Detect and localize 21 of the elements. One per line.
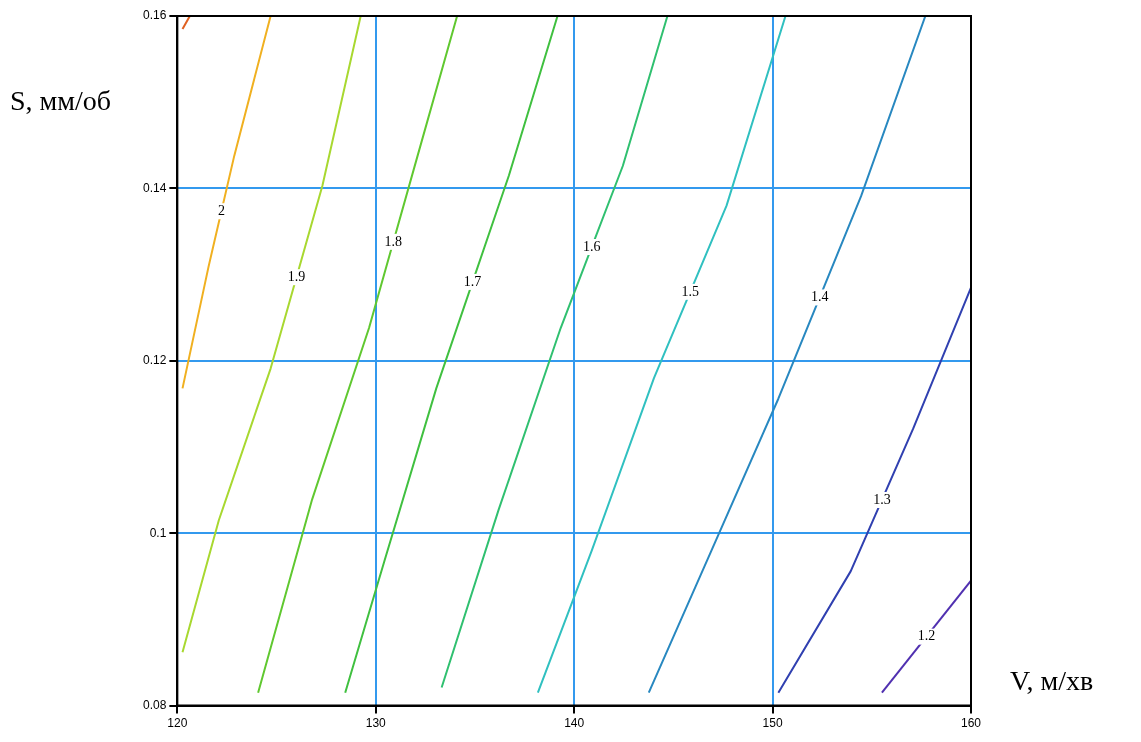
y-tick-label: 0.16 — [143, 8, 167, 23]
y-tick-label: 0.12 — [143, 353, 167, 368]
series-label: 1.6 — [582, 238, 601, 254]
series-label: 1.3 — [873, 491, 891, 507]
x-axis-title: V, м/хв — [1010, 665, 1094, 697]
series-label: 1.8 — [384, 233, 403, 249]
y-tick-label: 0.14 — [143, 180, 167, 195]
series-label: 1.2 — [917, 628, 936, 644]
x-tick-label: 160 — [960, 716, 982, 731]
x-tick-label: 120 — [167, 716, 188, 731]
y-axis-title: S, мм/об — [10, 85, 112, 117]
series-label: 1.9 — [287, 268, 306, 284]
series-label: 1.4 — [810, 289, 829, 305]
x-tick-label: 150 — [762, 716, 783, 731]
series-label: 2 — [217, 202, 225, 218]
x-tick-label: 140 — [564, 716, 585, 731]
x-tick-label: 130 — [365, 716, 387, 731]
series-label: 1.5 — [681, 283, 699, 299]
y-tick-label: 0.1 — [149, 525, 167, 540]
y-tick-label: 0.08 — [143, 697, 167, 712]
series-label: 1.7 — [463, 273, 482, 289]
